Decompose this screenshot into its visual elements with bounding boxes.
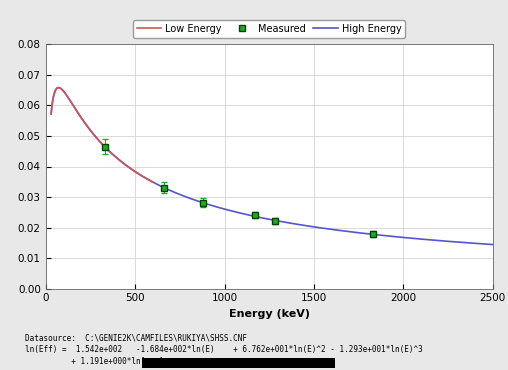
Text: ln(Eff) =  1.542e+002   -1.684e+002*ln(E)    + 6.762e+001*ln(E)^2 - 1.293e+001*l: ln(Eff) = 1.542e+002 -1.684e+002*ln(E) +… <box>25 346 423 354</box>
X-axis label: Energy (keV): Energy (keV) <box>229 309 310 319</box>
Legend: Low Energy, Measured, High Energy: Low Energy, Measured, High Energy <box>133 20 405 38</box>
Text: Datasource:  C:\GENIE2K\CAMFILES\RUKIYA\SHSS.CNF: Datasource: C:\GENIE2K\CAMFILES\RUKIYA\S… <box>25 333 247 342</box>
Text: + 1.191e+000*ln[...]: + 1.191e+000*ln[...] <box>25 357 164 366</box>
